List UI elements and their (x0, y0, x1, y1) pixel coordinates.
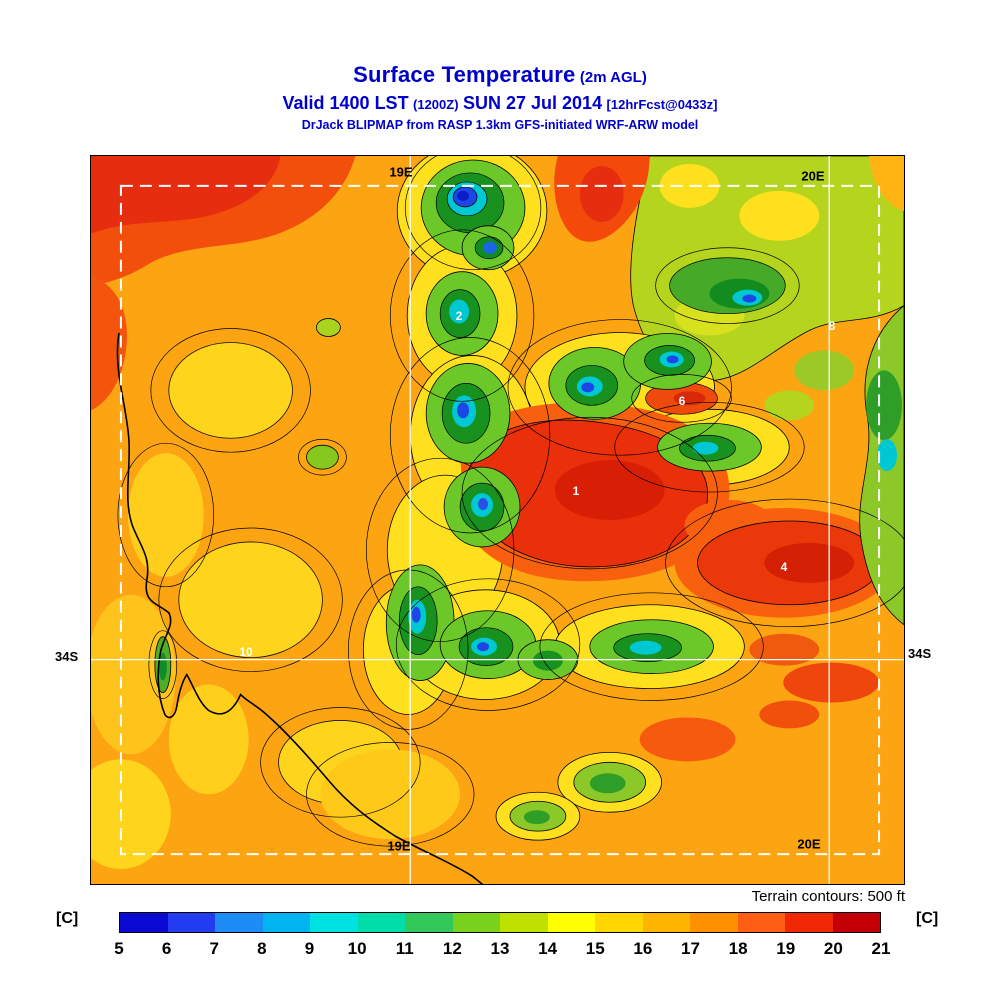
chart-title-line: Surface Temperature (2m AGL) (0, 62, 1000, 88)
valid-date: SUN 27 Jul 2014 (463, 93, 603, 113)
header: Surface Temperature (2m AGL) Valid 1400 … (0, 62, 1000, 132)
unit-label-left: [C] (56, 910, 79, 927)
temperature-field-art (91, 156, 904, 884)
colorbar-tick-label: 13 (490, 939, 510, 958)
colorbar-tick-label: 18 (728, 939, 748, 958)
temperature-map: 19E 20E 19E 20E 1 2 4 6 8 10 (90, 155, 905, 885)
model-line: DrJack BLIPMAP from RASP 1.3km GFS-initi… (301, 118, 699, 132)
colorbar-segment (500, 913, 548, 932)
map-overlays: 19E 20E 19E 20E 1 2 4 6 8 10 (91, 156, 904, 884)
colorbar-tick-label: 19 (776, 939, 796, 958)
colorbar-segment (737, 913, 785, 932)
colorbar-tick-label: 16 (633, 939, 653, 958)
grid-label-20e: 20E (801, 168, 825, 184)
site-marker-10: 10 (239, 645, 253, 659)
lat-label-right: 34S (908, 646, 932, 661)
colorbar-segment (357, 913, 405, 932)
colorbar-segment (642, 913, 690, 932)
site-marker-1: 1 (572, 484, 580, 498)
colorbar-segment (215, 913, 263, 932)
forecast-cycle: [12hrFcst@0433z] (606, 97, 718, 112)
colorbar (119, 912, 881, 933)
colorbar-segment (310, 913, 358, 932)
colorbar-tick-label: 5 (114, 939, 124, 958)
grid-label-19e: 19E (387, 838, 411, 854)
colorbar-segment (785, 913, 833, 932)
colorbar-tick-label: 15 (585, 939, 605, 958)
valid-time-line: Valid 1400 LST (1200Z) SUN 27 Jul 2014 [… (0, 93, 1000, 114)
colorbar-tick-label: 10 (347, 939, 367, 958)
site-marker-6: 6 (678, 394, 686, 408)
colorbar-tick-label: 20 (823, 939, 843, 958)
colorbar-segment (547, 913, 595, 932)
colorbar-segment (832, 913, 880, 932)
site-marker-8: 8 (828, 319, 836, 333)
lat-label-left: 34S (55, 649, 79, 664)
colorbar-tick-label: 12 (442, 939, 462, 958)
unit-label-right: [C] (916, 910, 939, 927)
colorbar-tick-label: 6 (161, 939, 172, 958)
site-marker-4: 4 (780, 560, 788, 574)
colorbar-segment (262, 913, 310, 932)
colorbar-tick-label: 14 (538, 939, 558, 958)
colorbar-segment (595, 913, 643, 932)
valid-zulu: (1200Z) (413, 97, 459, 112)
colorbar-segment (167, 913, 215, 932)
colorbar-segment (120, 913, 168, 932)
chart-title: Surface Temperature (353, 62, 576, 87)
colorbar-tick-label: 7 (209, 939, 219, 958)
grid-label-19e: 19E (389, 164, 413, 180)
colorbar-segment (690, 913, 738, 932)
site-marker-2: 2 (455, 309, 463, 323)
colorbar-tick-label: 9 (304, 939, 315, 958)
colorbar-tick-label: 11 (395, 939, 414, 958)
colorbar-tick-label: 17 (681, 939, 700, 958)
colorbar-tick-label: 8 (257, 939, 267, 958)
colorbar-segment (452, 913, 500, 932)
terrain-note: Terrain contours: 500 ft (751, 888, 905, 905)
grid-label-20e: 20E (797, 836, 821, 852)
colorbar-tick-label: 21 (871, 939, 891, 958)
chart-title-suffix: (2m AGL) (579, 69, 647, 86)
colorbar-segment (405, 913, 453, 932)
valid-time: Valid 1400 LST (282, 93, 409, 113)
